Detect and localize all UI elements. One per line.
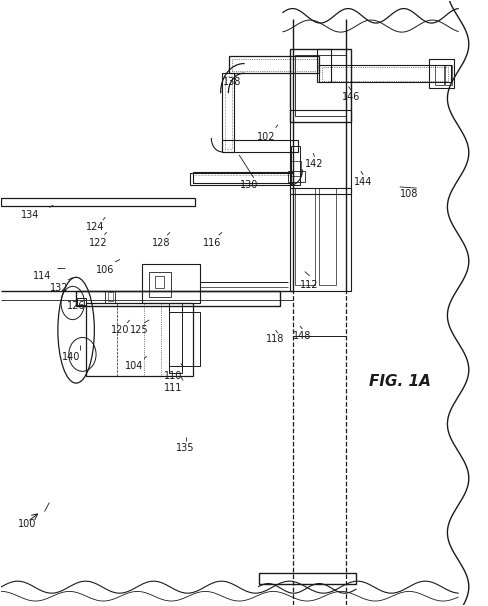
Bar	[76, 291, 281, 306]
Bar	[232, 59, 319, 72]
Bar	[193, 172, 293, 183]
Text: 135: 135	[176, 443, 195, 453]
Text: 124: 124	[86, 222, 105, 233]
Bar	[142, 264, 200, 303]
Bar	[168, 303, 182, 373]
Bar	[77, 298, 86, 305]
Text: 134: 134	[20, 210, 39, 221]
Bar	[288, 171, 305, 182]
Text: FIG. 1A: FIG. 1A	[369, 374, 430, 389]
Bar	[290, 49, 351, 122]
Bar	[322, 67, 448, 81]
Bar	[193, 175, 290, 183]
Text: 106: 106	[96, 265, 115, 275]
Text: 114: 114	[33, 271, 51, 281]
Text: 112: 112	[301, 280, 319, 290]
Bar	[86, 303, 193, 376]
Bar	[290, 110, 351, 194]
Bar	[429, 59, 454, 88]
Bar	[222, 73, 234, 152]
Bar	[295, 55, 346, 116]
Text: 110: 110	[164, 370, 183, 381]
Text: 120: 120	[111, 325, 129, 335]
Bar	[222, 140, 298, 152]
Text: 122: 122	[89, 238, 107, 247]
Text: 132: 132	[50, 283, 68, 293]
Bar	[317, 49, 330, 82]
Bar	[435, 65, 444, 85]
Text: 102: 102	[257, 132, 275, 142]
Text: 104: 104	[125, 362, 143, 371]
Text: 148: 148	[293, 331, 311, 341]
Bar	[156, 276, 164, 288]
Bar	[290, 188, 351, 291]
Text: 116: 116	[203, 238, 222, 247]
Text: 144: 144	[354, 177, 372, 187]
Text: 130: 130	[240, 180, 258, 190]
Text: 140: 140	[62, 353, 81, 362]
Bar	[168, 312, 200, 367]
Bar	[320, 188, 336, 285]
Bar	[229, 56, 320, 73]
Bar	[105, 291, 115, 303]
Bar	[320, 65, 451, 82]
Text: 100: 100	[18, 519, 37, 528]
Text: 128: 128	[152, 238, 170, 247]
Bar	[108, 292, 113, 301]
Text: 146: 146	[342, 93, 360, 102]
Bar	[445, 65, 452, 85]
Text: 125: 125	[130, 325, 149, 335]
Bar	[259, 573, 356, 584]
Text: 138: 138	[223, 78, 241, 87]
Bar	[0, 198, 195, 206]
Text: 126: 126	[67, 301, 85, 311]
Text: 108: 108	[400, 189, 419, 199]
Bar	[190, 173, 293, 185]
Text: 118: 118	[266, 335, 285, 344]
Bar	[295, 188, 315, 285]
Bar	[291, 146, 300, 185]
Bar	[224, 76, 232, 149]
Text: 142: 142	[305, 159, 324, 169]
Text: 111: 111	[164, 382, 183, 393]
Bar	[290, 161, 301, 176]
Bar	[149, 271, 171, 297]
